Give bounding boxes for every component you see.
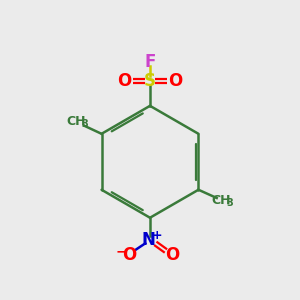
Text: O: O <box>122 245 136 263</box>
Text: CH: CH <box>66 115 86 128</box>
Text: F: F <box>144 53 156 71</box>
Text: 3: 3 <box>81 119 88 129</box>
Text: −: − <box>115 244 127 258</box>
Text: O: O <box>169 72 183 90</box>
Text: O: O <box>117 72 131 90</box>
Text: S: S <box>144 72 156 90</box>
Text: +: + <box>151 229 162 242</box>
Text: CH: CH <box>211 194 231 207</box>
Text: O: O <box>165 245 179 263</box>
Text: N: N <box>142 231 156 249</box>
Text: 3: 3 <box>226 198 233 208</box>
